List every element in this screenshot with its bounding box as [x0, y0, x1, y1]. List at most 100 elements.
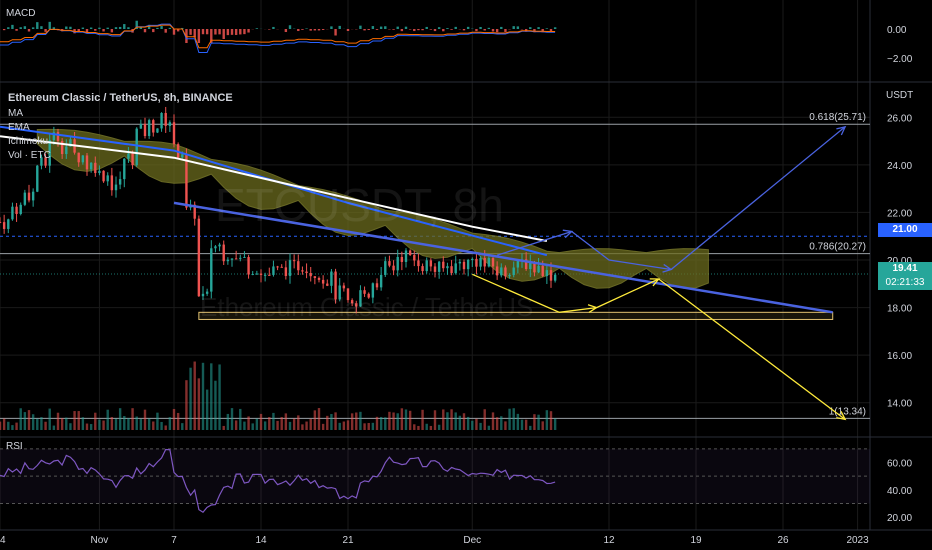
candle-body	[309, 273, 312, 277]
macd-line	[0, 23, 556, 53]
axes: 24 Nov 7 14 21 Dec 12 19 26 2023 26.00 24.00 22.00 20…	[0, 25, 913, 546]
volume-bar	[77, 411, 80, 430]
volume-bar	[442, 409, 445, 430]
macd-histogram-bar	[334, 29, 337, 36]
volume-bar	[471, 420, 474, 430]
volume-bar	[462, 413, 466, 430]
candle-body	[139, 123, 143, 129]
candle-body	[363, 290, 366, 294]
indicator-volume[interactable]: Vol · ETC	[8, 150, 51, 161]
candle-body	[301, 270, 304, 272]
blue-projection-arrow	[496, 230, 572, 256]
candle-body	[305, 271, 308, 274]
macd-histogram-bar	[114, 27, 118, 29]
yellow-down-arrow-head	[836, 411, 847, 421]
candle-body	[7, 219, 10, 229]
macd-histogram-bar	[172, 29, 176, 35]
volume-bar	[255, 418, 259, 430]
macd-histogram-bar	[197, 29, 201, 43]
chart-title[interactable]: Ethereum Classic / TetherUS, 8h, BINANCE	[8, 92, 233, 104]
macd-histogram-bar	[442, 29, 445, 32]
time-tick-label: 26	[777, 535, 789, 546]
volume-bar	[529, 425, 532, 430]
candle-body	[533, 262, 536, 273]
macd-histogram-bar	[19, 27, 22, 29]
blue-projection-arrow-head	[836, 125, 847, 136]
macd-histogram-bar	[487, 27, 491, 29]
candle-body	[479, 257, 482, 267]
rsi-tick-label: 40.00	[887, 486, 912, 497]
price-tick-label: 26.00	[887, 113, 912, 124]
candle-body	[65, 146, 68, 155]
indicator-ichimoku[interactable]: Ichimoku	[8, 136, 49, 147]
macd-histogram-bar	[77, 29, 80, 33]
macd-histogram-bar	[52, 27, 56, 29]
volume-bar	[197, 378, 201, 430]
macd-histogram-bar	[164, 29, 167, 33]
volume-bar	[193, 361, 196, 430]
support-zone	[198, 311, 834, 320]
volume-bar	[545, 410, 549, 430]
volume-bar	[330, 414, 333, 430]
candle-body	[56, 132, 60, 142]
macd-histogram-bar	[40, 26, 43, 29]
volume-bar	[156, 412, 159, 430]
candle-body	[185, 154, 188, 208]
macd-histogram-bar	[36, 22, 39, 29]
macd-histogram-bar	[218, 29, 221, 35]
blue-projection-arrow	[571, 230, 672, 271]
volume-bar	[309, 418, 312, 430]
volume-bar	[19, 408, 22, 430]
candle-body	[516, 260, 520, 268]
volume-bar	[268, 417, 271, 430]
candle-body	[388, 261, 391, 266]
blue-projection-arrow-head	[562, 229, 574, 239]
macd-histogram-bar	[284, 29, 288, 33]
macd-histogram-bar	[392, 29, 395, 30]
volume-bar	[189, 367, 192, 430]
candle-body	[529, 262, 532, 270]
candle-body	[400, 256, 404, 262]
macd-label: MACD	[6, 8, 36, 19]
candle-body	[355, 303, 358, 307]
volume-bar	[81, 417, 85, 430]
volume-bar	[98, 419, 101, 430]
macd-histogram-bar	[417, 29, 420, 31]
candle-body	[2, 222, 6, 229]
candle-body	[404, 250, 408, 262]
volume-bar	[379, 416, 383, 430]
rsi-pane	[0, 448, 870, 513]
volume-bar	[433, 410, 437, 430]
macd-histogram-bar	[541, 29, 544, 33]
candle-body	[553, 274, 557, 281]
macd-histogram-bar	[156, 27, 159, 29]
time-tick-label: 19	[690, 535, 702, 546]
candle-body	[123, 158, 126, 180]
macd-histogram-bar	[205, 29, 209, 35]
macd-histogram-bar	[404, 26, 408, 29]
volume-bar	[512, 408, 515, 430]
candle-body	[94, 162, 97, 174]
macd-histogram-bar	[537, 27, 540, 29]
candle-body	[152, 120, 155, 133]
candle-body	[205, 291, 209, 294]
volume-bar	[214, 380, 217, 430]
candle-body	[284, 267, 288, 276]
volume-bar	[313, 410, 317, 430]
macd-histogram-bar	[168, 27, 172, 29]
macd-histogram-bar	[268, 29, 271, 30]
indicator-ma[interactable]: MA	[8, 108, 23, 119]
macd-histogram-bar	[239, 29, 242, 35]
volume-bar	[60, 418, 64, 430]
volume-bar	[23, 412, 27, 430]
macd-histogram-bar	[545, 28, 549, 29]
indicator-ema[interactable]: EMA	[8, 122, 30, 133]
rsi-tick-label: 60.00	[887, 459, 912, 470]
volume-bar	[553, 418, 557, 430]
volume-bar	[429, 425, 433, 430]
volume-bar	[123, 416, 126, 430]
macd-histogram-bar	[106, 27, 109, 29]
macd-histogram-bar	[102, 29, 105, 32]
macd-histogram-bar	[396, 26, 399, 29]
